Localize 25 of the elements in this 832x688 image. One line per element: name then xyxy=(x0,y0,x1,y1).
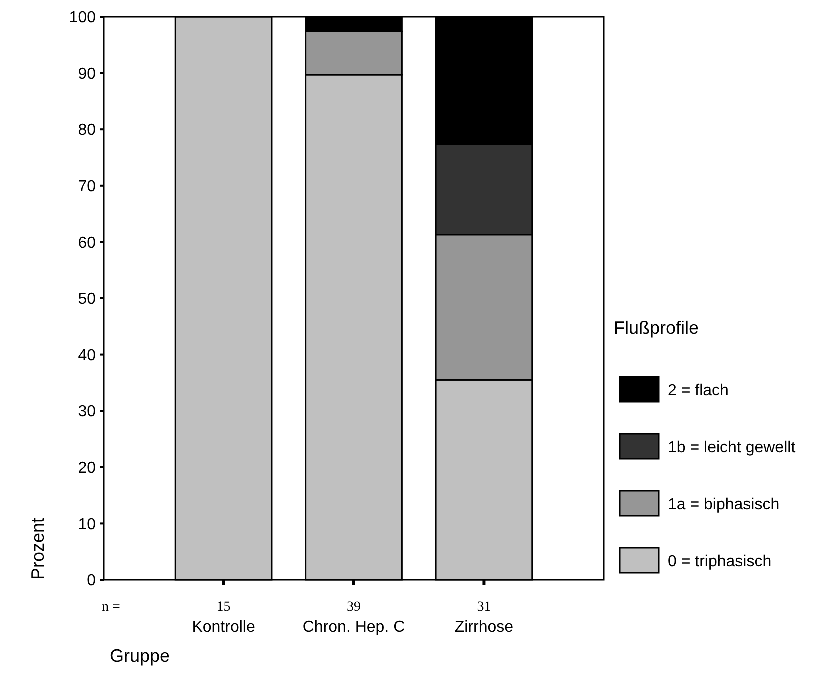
y-tick-label: 90 xyxy=(78,66,96,83)
y-tick-label: 70 xyxy=(78,178,96,196)
y-tick-label: 100 xyxy=(69,10,96,27)
y-tick-label: 20 xyxy=(78,460,96,477)
x-tick-label: Chron. Hep. C xyxy=(302,619,406,636)
y-tick-label: 40 xyxy=(78,347,96,364)
text: 15 xyxy=(216,600,231,615)
legend-label: 1b = leicht gewellt xyxy=(668,440,796,457)
y-tick-label: 10 xyxy=(78,516,96,534)
text: 31 xyxy=(477,600,492,615)
y-axis-title: Prozent xyxy=(28,518,48,580)
x-axis-title: Gruppe xyxy=(110,646,170,666)
y-tick-label: 50 xyxy=(78,291,96,308)
x-tick-label: Kontrolle xyxy=(192,619,256,636)
legend-title: Flußprofile xyxy=(614,318,700,338)
x-tick-label: Zirrhose xyxy=(454,619,514,636)
legend-label: 2 = flach xyxy=(668,382,729,400)
legend-label: 0 = triphasisch xyxy=(668,554,772,571)
y-tick-label: 60 xyxy=(78,234,96,252)
text: 39 xyxy=(347,600,361,615)
legend-label: 1a = biphasisch xyxy=(668,496,780,514)
text: n = xyxy=(102,600,120,615)
y-tick-label: 80 xyxy=(78,122,96,140)
y-tick-label: 30 xyxy=(78,404,96,421)
y-tick-label: 0 xyxy=(87,572,96,590)
